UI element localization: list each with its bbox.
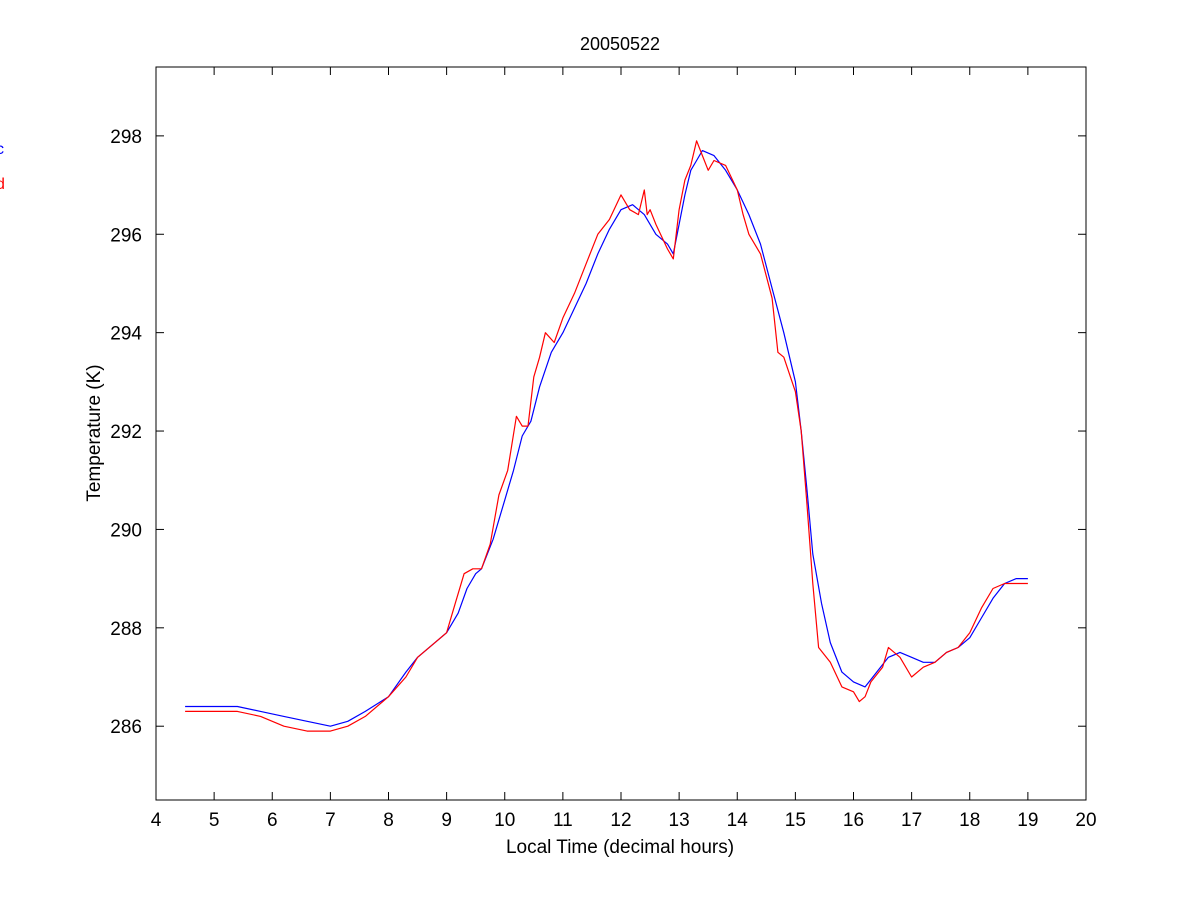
y-tick-label: 298 xyxy=(110,127,142,148)
series-line-d xyxy=(185,140,1028,732)
y-tick-label: 294 xyxy=(110,324,142,345)
x-tick-label: 7 xyxy=(325,810,336,831)
x-tick-label: 6 xyxy=(267,810,278,831)
x-tick-label: 16 xyxy=(843,810,864,831)
y-tick-label: 292 xyxy=(110,422,142,443)
x-tick-label: 15 xyxy=(785,810,806,831)
x-tick-label: 8 xyxy=(383,810,394,831)
y-tick-label: 288 xyxy=(110,619,142,640)
x-tick-label: 12 xyxy=(610,810,631,831)
y-axis-label: Temperature (K) xyxy=(84,364,105,501)
legend-entry-c: c xyxy=(0,141,4,158)
x-tick-label: 5 xyxy=(209,810,220,831)
y-tick-label: 286 xyxy=(110,717,142,738)
x-tick-label: 13 xyxy=(669,810,690,831)
y-tick-label: 290 xyxy=(110,520,142,541)
x-tick-label: 9 xyxy=(441,810,452,831)
x-tick-label: 4 xyxy=(151,810,162,831)
x-tick-label: 11 xyxy=(553,810,573,831)
x-tick-label: 17 xyxy=(901,810,922,831)
plot-area: 4 5 6 7 8 9 10 11 12 13 14 15 16 17 18 19 20 286 288 290 292… xyxy=(110,66,1097,831)
x-tick-label: 18 xyxy=(959,810,980,831)
x-tick-label: 10 xyxy=(494,810,515,831)
x-tick-label: 14 xyxy=(727,810,749,831)
x-axis-label: Local Time (decimal hours) xyxy=(506,837,734,858)
x-tick-label: 20 xyxy=(1075,810,1096,831)
chart-title: 20050522 xyxy=(580,34,660,54)
legend-entry-d: d xyxy=(0,176,5,193)
legend: cd xyxy=(0,141,5,193)
x-tick-label: 19 xyxy=(1017,810,1038,831)
y-tick-label: 296 xyxy=(110,225,142,246)
